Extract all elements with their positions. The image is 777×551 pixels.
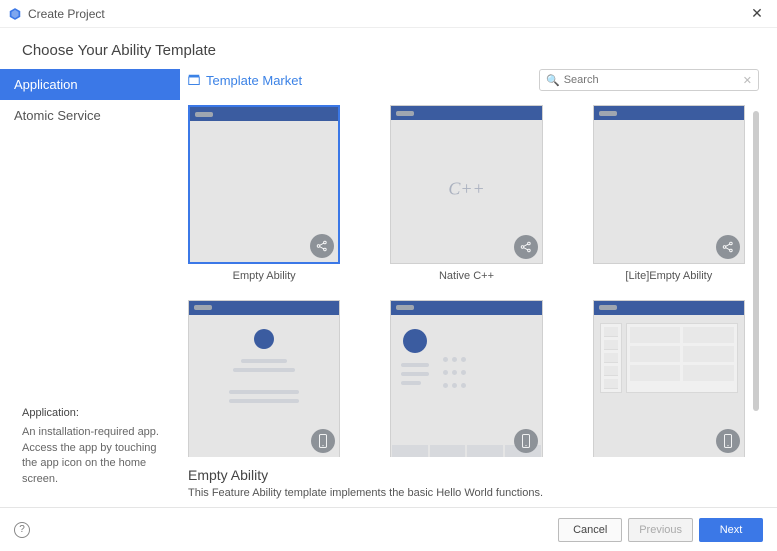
help-icon[interactable]: ? — [14, 522, 30, 538]
template-cpp[interactable]: C++ Native C++ — [390, 105, 542, 282]
template-thumb — [390, 300, 542, 457]
app-logo-icon — [8, 7, 22, 21]
selection-text: This Feature Ability template implements… — [188, 487, 759, 499]
titlebar: Create Project ✕ — [0, 0, 777, 28]
template-badge-icon — [514, 429, 538, 453]
search-icon: 🔍 — [546, 74, 560, 87]
previous-button[interactable]: Previous — [628, 518, 693, 542]
template-thumb — [593, 105, 745, 264]
search-box[interactable]: 🔍 ✕ — [539, 69, 759, 91]
scrollbar[interactable] — [753, 111, 759, 411]
sidebar-description: Application: An installation-required ap… — [0, 406, 180, 507]
selection-description: Empty Ability This Feature Ability templ… — [188, 457, 759, 507]
footer: ? Cancel Previous Next — [0, 507, 777, 551]
sidebar-tab-application[interactable]: Application — [0, 69, 180, 100]
window-title: Create Project — [28, 7, 745, 21]
clear-search-icon[interactable]: ✕ — [743, 74, 752, 87]
template-bizcard[interactable]: Business Card Ability — [390, 300, 542, 457]
next-button[interactable]: Next — [699, 518, 763, 542]
sidebar: ApplicationAtomic Service Application: A… — [0, 69, 180, 507]
template-thumb — [593, 300, 745, 457]
template-thumb: C++ — [390, 105, 542, 264]
template-label: Empty Ability — [233, 270, 296, 282]
market-icon — [188, 74, 200, 86]
close-icon[interactable]: ✕ — [745, 5, 769, 22]
cancel-button[interactable]: Cancel — [558, 518, 622, 542]
template-label: Native C++ — [439, 270, 494, 282]
main-area: ApplicationAtomic Service Application: A… — [0, 69, 777, 507]
template-market-label: Template Market — [206, 73, 302, 88]
sidebar-tab-atomic-service[interactable]: Atomic Service — [0, 100, 180, 131]
selection-title: Empty Ability — [188, 467, 759, 483]
template-badge-icon — [310, 234, 334, 258]
content-area: Template Market 🔍 ✕ Empty Ability C++ Nati… — [180, 69, 777, 507]
template-thumb — [188, 300, 340, 457]
template-badge-icon — [514, 235, 538, 259]
template-thumb — [188, 105, 340, 264]
template-market-link[interactable]: Template Market — [188, 73, 302, 88]
template-category[interactable]: Category Ability — [593, 300, 745, 457]
page-heading: Choose Your Ability Template — [0, 28, 777, 69]
template-empty[interactable]: Empty Ability — [188, 105, 340, 282]
template-about[interactable]: About Ability — [188, 300, 340, 457]
template-badge-icon — [716, 235, 740, 259]
search-input[interactable] — [564, 74, 743, 86]
template-label: [Lite]Empty Ability — [625, 270, 712, 282]
sidebar-desc-title: Application: — [22, 406, 166, 421]
sidebar-desc-text: An installation-required app. Access the… — [22, 425, 166, 487]
template-lite[interactable]: [Lite]Empty Ability — [593, 105, 745, 282]
